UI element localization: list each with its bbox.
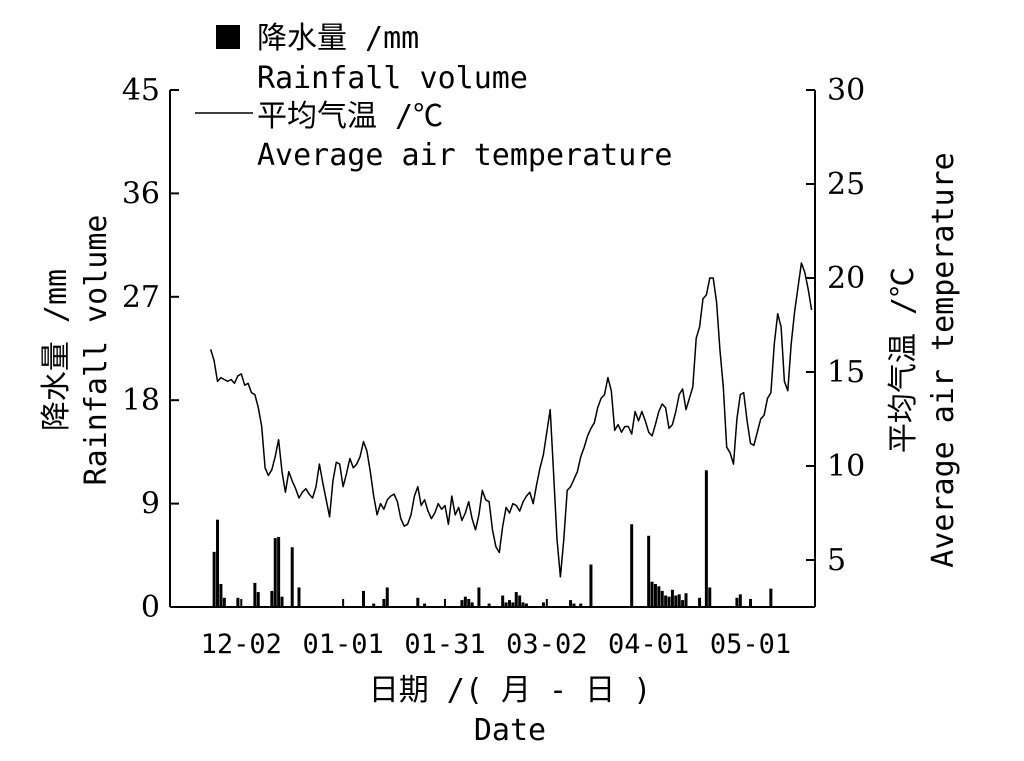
left-axis-title: 降水量 /mm Rainfall volume bbox=[39, 215, 114, 486]
rainfall-bar bbox=[385, 587, 389, 607]
x-tick-label: 05-01 bbox=[710, 629, 791, 660]
left-axis-title-en: Rainfall volume bbox=[79, 215, 114, 486]
rainfall-bar bbox=[463, 596, 467, 607]
rainfall-bar bbox=[277, 536, 281, 607]
left-tick-label: 36 bbox=[122, 176, 160, 211]
rainfall-bar bbox=[589, 564, 593, 607]
left-axis-ticks: 0 9 18 27 36 45 bbox=[122, 73, 179, 625]
rainfall-bar bbox=[382, 598, 386, 607]
rainfall-bar bbox=[273, 538, 277, 607]
x-tick-label: 04-01 bbox=[608, 629, 689, 660]
rainfall-bar bbox=[423, 603, 427, 607]
rainfall-bar bbox=[684, 593, 688, 607]
rainfall-bars bbox=[212, 470, 773, 607]
right-tick-label: 15 bbox=[827, 355, 865, 390]
rainfall-bar bbox=[416, 597, 420, 607]
legend: 降水量 /mm Rainfall volume 平均气温 /℃ Average … bbox=[195, 21, 672, 173]
rainfall-bar bbox=[507, 600, 511, 607]
x-tick-label: 01-31 bbox=[404, 629, 485, 660]
right-axis-ticks: 5 10 15 20 25 30 bbox=[806, 73, 865, 578]
right-axis-title-en: Average air temperature bbox=[926, 152, 961, 567]
right-tick-label: 30 bbox=[827, 73, 865, 108]
rainfall-bar bbox=[698, 597, 702, 607]
rainfall-bar bbox=[630, 524, 634, 607]
rainfall-bar bbox=[681, 600, 685, 607]
rainfall-bar bbox=[236, 597, 240, 607]
left-tick-label: 0 bbox=[141, 590, 160, 625]
x-axis-title-cn: 日期 /( 月 - 日 ) bbox=[369, 673, 652, 708]
rainfall-bar bbox=[280, 596, 284, 607]
rainfall-bar bbox=[216, 519, 220, 607]
right-tick-label: 5 bbox=[827, 543, 846, 578]
rainfall-bar bbox=[677, 594, 681, 607]
rainfall-bar bbox=[735, 597, 739, 607]
rainfall-bar bbox=[650, 581, 654, 607]
left-axis-title-cn: 降水量 /mm bbox=[39, 269, 74, 431]
rainfall-bar bbox=[362, 590, 365, 607]
right-axis-title: 平均气温 /℃ Average air temperature bbox=[886, 152, 961, 567]
left-tick-label: 9 bbox=[141, 487, 160, 522]
rainfall-bar bbox=[579, 603, 583, 607]
rainfall-bar bbox=[653, 584, 657, 607]
rainfall-bar bbox=[541, 602, 545, 607]
rainfall-bar bbox=[569, 600, 573, 607]
rainfall-bar bbox=[372, 603, 376, 607]
legend-rainfall-label-en: Rainfall volume bbox=[257, 61, 528, 96]
rainfall-bar bbox=[704, 470, 708, 607]
rainfall-bar bbox=[487, 603, 491, 607]
rainfall-bar bbox=[657, 586, 661, 607]
rainfall-bar bbox=[467, 598, 471, 607]
rainfall-bar bbox=[738, 594, 742, 607]
rainfall-bar bbox=[670, 589, 674, 607]
left-tick-label: 45 bbox=[122, 73, 160, 108]
rainfall-bar bbox=[674, 595, 678, 607]
rainfall-bar bbox=[647, 535, 651, 607]
temperature-line bbox=[209, 262, 813, 578]
right-axis-title-cn: 平均气温 /℃ bbox=[886, 267, 921, 453]
rainfall-bar bbox=[470, 602, 474, 607]
rainfall-bar bbox=[572, 603, 576, 607]
rainfall-bar bbox=[518, 595, 522, 607]
rainfall-bar bbox=[219, 584, 223, 607]
rainfall-bar bbox=[290, 547, 294, 607]
rainfall-bar bbox=[477, 587, 481, 607]
x-tick-label: 01-01 bbox=[302, 629, 383, 660]
x-axis-ticks: 12-02 01-01 01-31 03-02 04-01 05-01 bbox=[201, 599, 791, 660]
rainfall-bar bbox=[270, 590, 274, 607]
legend-rainfall-swatch bbox=[216, 25, 240, 49]
rainfall-bar bbox=[212, 551, 216, 607]
x-tick-label: 03-02 bbox=[506, 629, 587, 660]
rainfall-bar bbox=[521, 602, 525, 607]
rainfall-bar bbox=[501, 595, 505, 607]
rainfall-bar bbox=[660, 590, 664, 607]
legend-temperature-label-en: Average air temperature bbox=[257, 138, 672, 173]
rainfall-bar bbox=[667, 596, 671, 607]
rainfall-bar bbox=[708, 587, 712, 607]
rainfall-bar bbox=[297, 587, 301, 607]
legend-temperature-label-cn: 平均气温 /℃ bbox=[257, 99, 443, 134]
rainfall-bar bbox=[524, 603, 528, 607]
rainfall-bar bbox=[769, 588, 773, 607]
rainfall-bar bbox=[460, 600, 464, 607]
rainfall-bar bbox=[504, 602, 508, 607]
temperature-series-line bbox=[209, 262, 813, 578]
rainfall-bar bbox=[253, 582, 257, 607]
rainfall-bar bbox=[511, 602, 515, 607]
left-tick-label: 18 bbox=[122, 383, 160, 418]
rainfall-bar bbox=[749, 598, 752, 607]
legend-rainfall-label-cn: 降水量 /mm bbox=[257, 21, 419, 56]
rainfall-bar bbox=[514, 592, 518, 607]
right-tick-label: 25 bbox=[827, 167, 865, 202]
x-tick-label: 12-02 bbox=[201, 629, 282, 660]
rainfall-bar bbox=[222, 597, 226, 607]
left-tick-label: 27 bbox=[122, 280, 160, 315]
right-tick-label: 10 bbox=[827, 449, 865, 484]
rainfall-bar bbox=[664, 595, 668, 607]
rainfall-bar bbox=[256, 592, 260, 607]
right-tick-label: 20 bbox=[827, 261, 865, 296]
x-axis-title-en: Date bbox=[474, 713, 546, 748]
